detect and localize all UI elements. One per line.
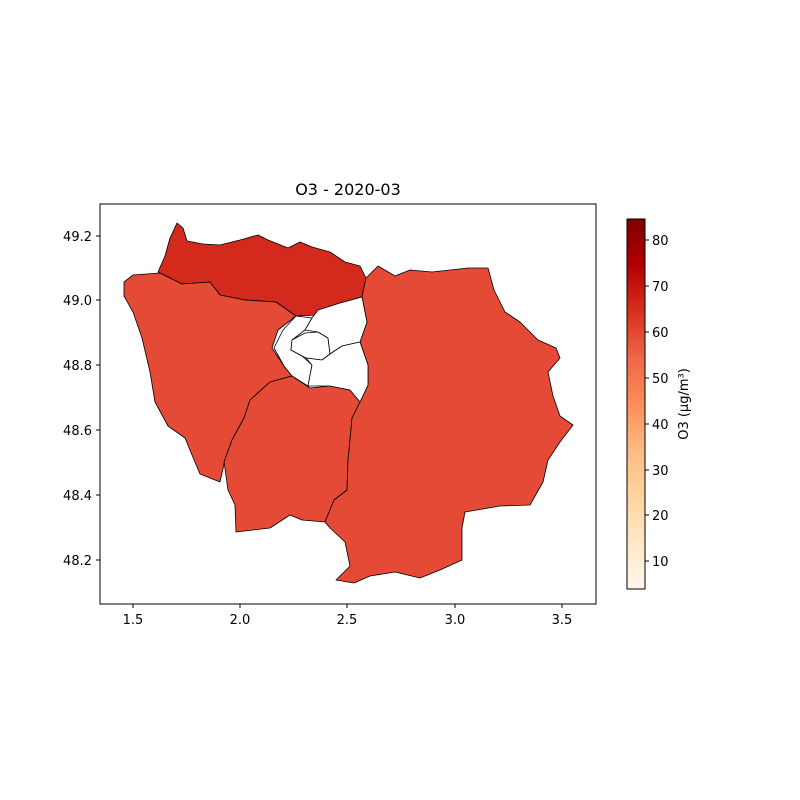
region-val-de-marne [305,341,369,403]
colorbar-label: O3 (µg/m³) [677,368,692,440]
colorbar-tick-label: 40 [652,418,669,433]
colorbar-tick-label: 20 [652,509,669,524]
x-axis: 1.5 2.0 2.5 3.0 3.5 [123,604,573,628]
colorbar-tick-label: 30 [652,464,669,479]
y-tick-label: 48.8 [63,359,92,374]
y-tick-label: 48.6 [63,424,92,439]
y-tick-label: 49.0 [63,294,92,309]
x-tick-label: 1.5 [123,613,144,628]
x-tick-label: 2.0 [230,613,251,628]
colorbar-tick-label: 50 [652,372,669,387]
region-seine-et-marne [324,265,574,584]
x-tick-label: 2.5 [337,613,358,628]
y-tick-label: 48.4 [63,489,92,504]
colorbar-tick-label: 70 [652,280,669,295]
colorbar-gradient [626,218,646,590]
plot-frame [99,203,597,605]
colorbar-tick-label: 10 [652,555,669,570]
map-regions [123,222,574,584]
y-tick-label: 48.2 [63,554,92,569]
chart-title: O3 - 2020-03 [295,180,401,199]
y-axis: 48.2 48.4 48.6 48.8 49.0 49.2 [63,230,100,569]
colorbar-tick-label: 60 [652,326,669,341]
colorbar: 10 20 30 40 50 60 70 80 O3 (µg/m³) [626,218,692,590]
x-tick-label: 3.0 [445,613,466,628]
y-tick-label: 49.2 [63,230,92,245]
x-tick-label: 3.5 [552,613,573,628]
colorbar-tick-label: 80 [652,234,669,249]
